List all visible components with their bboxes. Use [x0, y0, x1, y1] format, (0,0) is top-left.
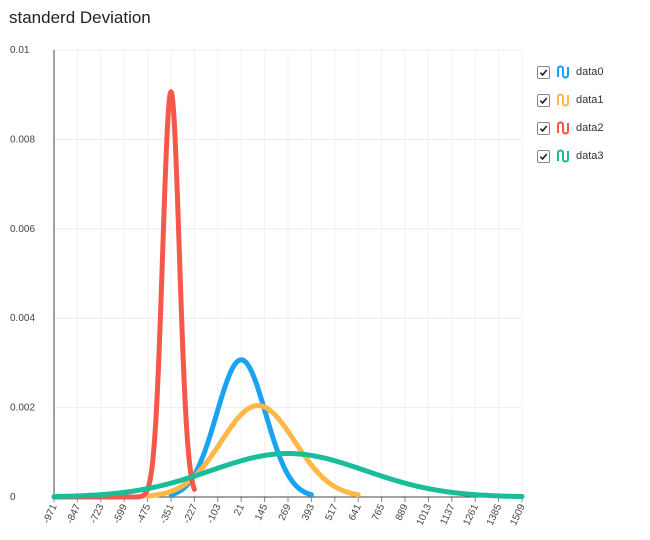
series-line-data3 — [51, 451, 525, 500]
x-tick-label: 393 — [300, 502, 317, 522]
x-tick-label: 1385 — [485, 502, 505, 527]
legend-label: data1 — [576, 94, 604, 106]
chart-title: standerd Deviation — [9, 8, 151, 27]
x-tick-label: 765 — [370, 502, 387, 522]
legend-item-data3[interactable]: data3 — [537, 142, 604, 170]
legend-item-data1[interactable]: data1 — [537, 86, 604, 114]
checkbox-icon[interactable] — [537, 65, 550, 79]
x-tick-label: -723 — [88, 502, 107, 525]
x-tick-label: -103 — [205, 502, 224, 525]
wave-icon — [557, 121, 569, 135]
legend-item-data0[interactable]: data0 — [537, 58, 604, 86]
legend-item-data2[interactable]: data2 — [537, 114, 604, 142]
y-tick-label: 0.01 — [10, 45, 30, 56]
series-lines — [51, 89, 525, 500]
x-tick-label: 1013 — [415, 502, 435, 527]
x-tick-label: -227 — [182, 502, 201, 525]
x-tick-label: -971 — [41, 502, 60, 525]
y-tick-label: 0 — [10, 492, 16, 503]
x-tick-label: 1509 — [508, 502, 528, 527]
x-tick-label: -475 — [135, 502, 154, 525]
series-line-data1 — [145, 403, 361, 499]
x-tick-label: 1137 — [438, 502, 457, 527]
checkbox-icon[interactable] — [537, 93, 550, 107]
legend: data0 data1 data2 data3 — [537, 58, 604, 170]
grid — [54, 49, 523, 497]
y-tick-label: 0.008 — [10, 134, 35, 145]
wave-icon — [557, 149, 569, 163]
wave-icon — [557, 65, 569, 79]
checkbox-icon[interactable] — [537, 149, 550, 163]
x-tick-label: 269 — [277, 502, 294, 522]
x-tick-label: -599 — [111, 502, 130, 525]
y-tick-label: 0.002 — [10, 403, 35, 414]
x-tick-label: 889 — [394, 502, 411, 522]
x-tick-label: 641 — [347, 502, 364, 522]
legend-label: data2 — [576, 122, 604, 134]
x-tick-label: -351 — [158, 502, 177, 525]
y-tick-label: 0.006 — [10, 224, 35, 235]
x-tick-label: 21 — [232, 502, 247, 517]
legend-label: data0 — [576, 66, 604, 78]
y-tick-label: 0.004 — [10, 313, 35, 324]
legend-label: data3 — [576, 150, 604, 162]
x-tick-label: 145 — [253, 502, 270, 522]
x-tick-label: -847 — [65, 502, 84, 525]
checkbox-icon[interactable] — [537, 121, 550, 135]
x-tick-label: 517 — [323, 502, 340, 522]
wave-icon — [557, 93, 569, 107]
x-tick-label: 1261 — [462, 502, 482, 527]
